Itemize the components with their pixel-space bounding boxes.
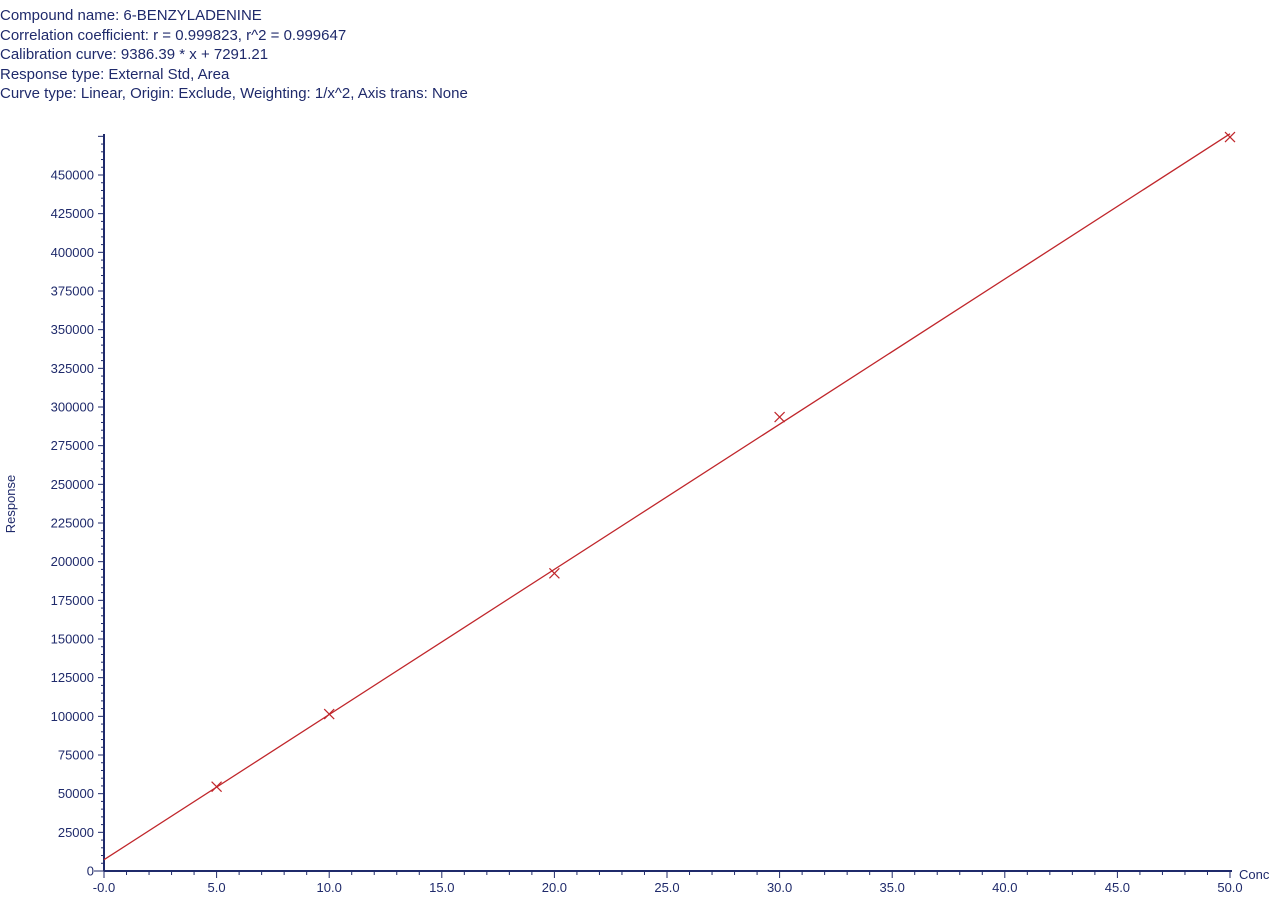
calibration-fit-line	[103, 133, 1231, 861]
x-tick-label: 15.0	[429, 880, 454, 895]
y-tick-label: 450000	[51, 168, 94, 183]
compound-name: Compound name: 6-BENZYLADENINE	[0, 7, 262, 24]
y-tick-label: 425000	[51, 206, 94, 221]
x-axis-title: Conc	[1239, 867, 1270, 882]
header-info: Compound name: 6-BENZYLADENINE Correlati…	[0, 6, 468, 104]
y-tick-label: 0	[87, 864, 94, 879]
x-tick-label: 10.0	[317, 880, 342, 895]
y-tick-label: 25000	[58, 825, 94, 840]
y-tick-label: 250000	[51, 477, 94, 492]
x-tick-label: 40.0	[992, 880, 1017, 895]
calibration-curve: Calibration curve: 9386.39 * x + 7291.21	[0, 46, 269, 63]
x-tick-label: 45.0	[1105, 880, 1130, 895]
x-tick-label: 50.0	[1217, 880, 1242, 895]
correlation-coefficient: Correlation coefficient: r = 0.999823, r…	[0, 26, 347, 44]
x-tick-label: 5.0	[208, 880, 226, 895]
y-tick-label: 125000	[51, 670, 94, 685]
data-point	[211, 781, 223, 793]
y-tick-label: 100000	[51, 709, 94, 724]
data-point	[323, 708, 335, 720]
x-tick-label: 20.0	[542, 880, 567, 895]
curve-type: Curve type: Linear, Origin: Exclude, Wei…	[0, 85, 468, 102]
x-tick-label: 30.0	[767, 880, 792, 895]
data-point	[774, 411, 786, 423]
response-type: Response type: External Std, Area	[0, 65, 230, 83]
x-tick-label: -0.0	[93, 880, 115, 895]
x-tick-label: 25.0	[654, 880, 679, 895]
y-tick-label: 350000	[51, 322, 94, 337]
y-tick-label: 175000	[51, 593, 94, 608]
y-tick-label: 50000	[58, 786, 94, 801]
y-tick-label: 75000	[58, 748, 94, 763]
y-tick-label: 300000	[51, 400, 94, 415]
data-point	[548, 567, 560, 579]
y-tick-label: 200000	[51, 554, 94, 569]
y-tick-label: 325000	[51, 361, 94, 376]
y-tick-label: 225000	[51, 516, 94, 531]
y-tick-label: 375000	[51, 284, 94, 299]
y-tick-label: 400000	[51, 245, 94, 260]
y-axis-title: Response	[3, 475, 18, 534]
y-tick-label: 150000	[51, 632, 94, 647]
data-point	[1224, 131, 1236, 143]
y-tick-label: 275000	[51, 438, 94, 453]
x-tick-label: 35.0	[880, 880, 905, 895]
